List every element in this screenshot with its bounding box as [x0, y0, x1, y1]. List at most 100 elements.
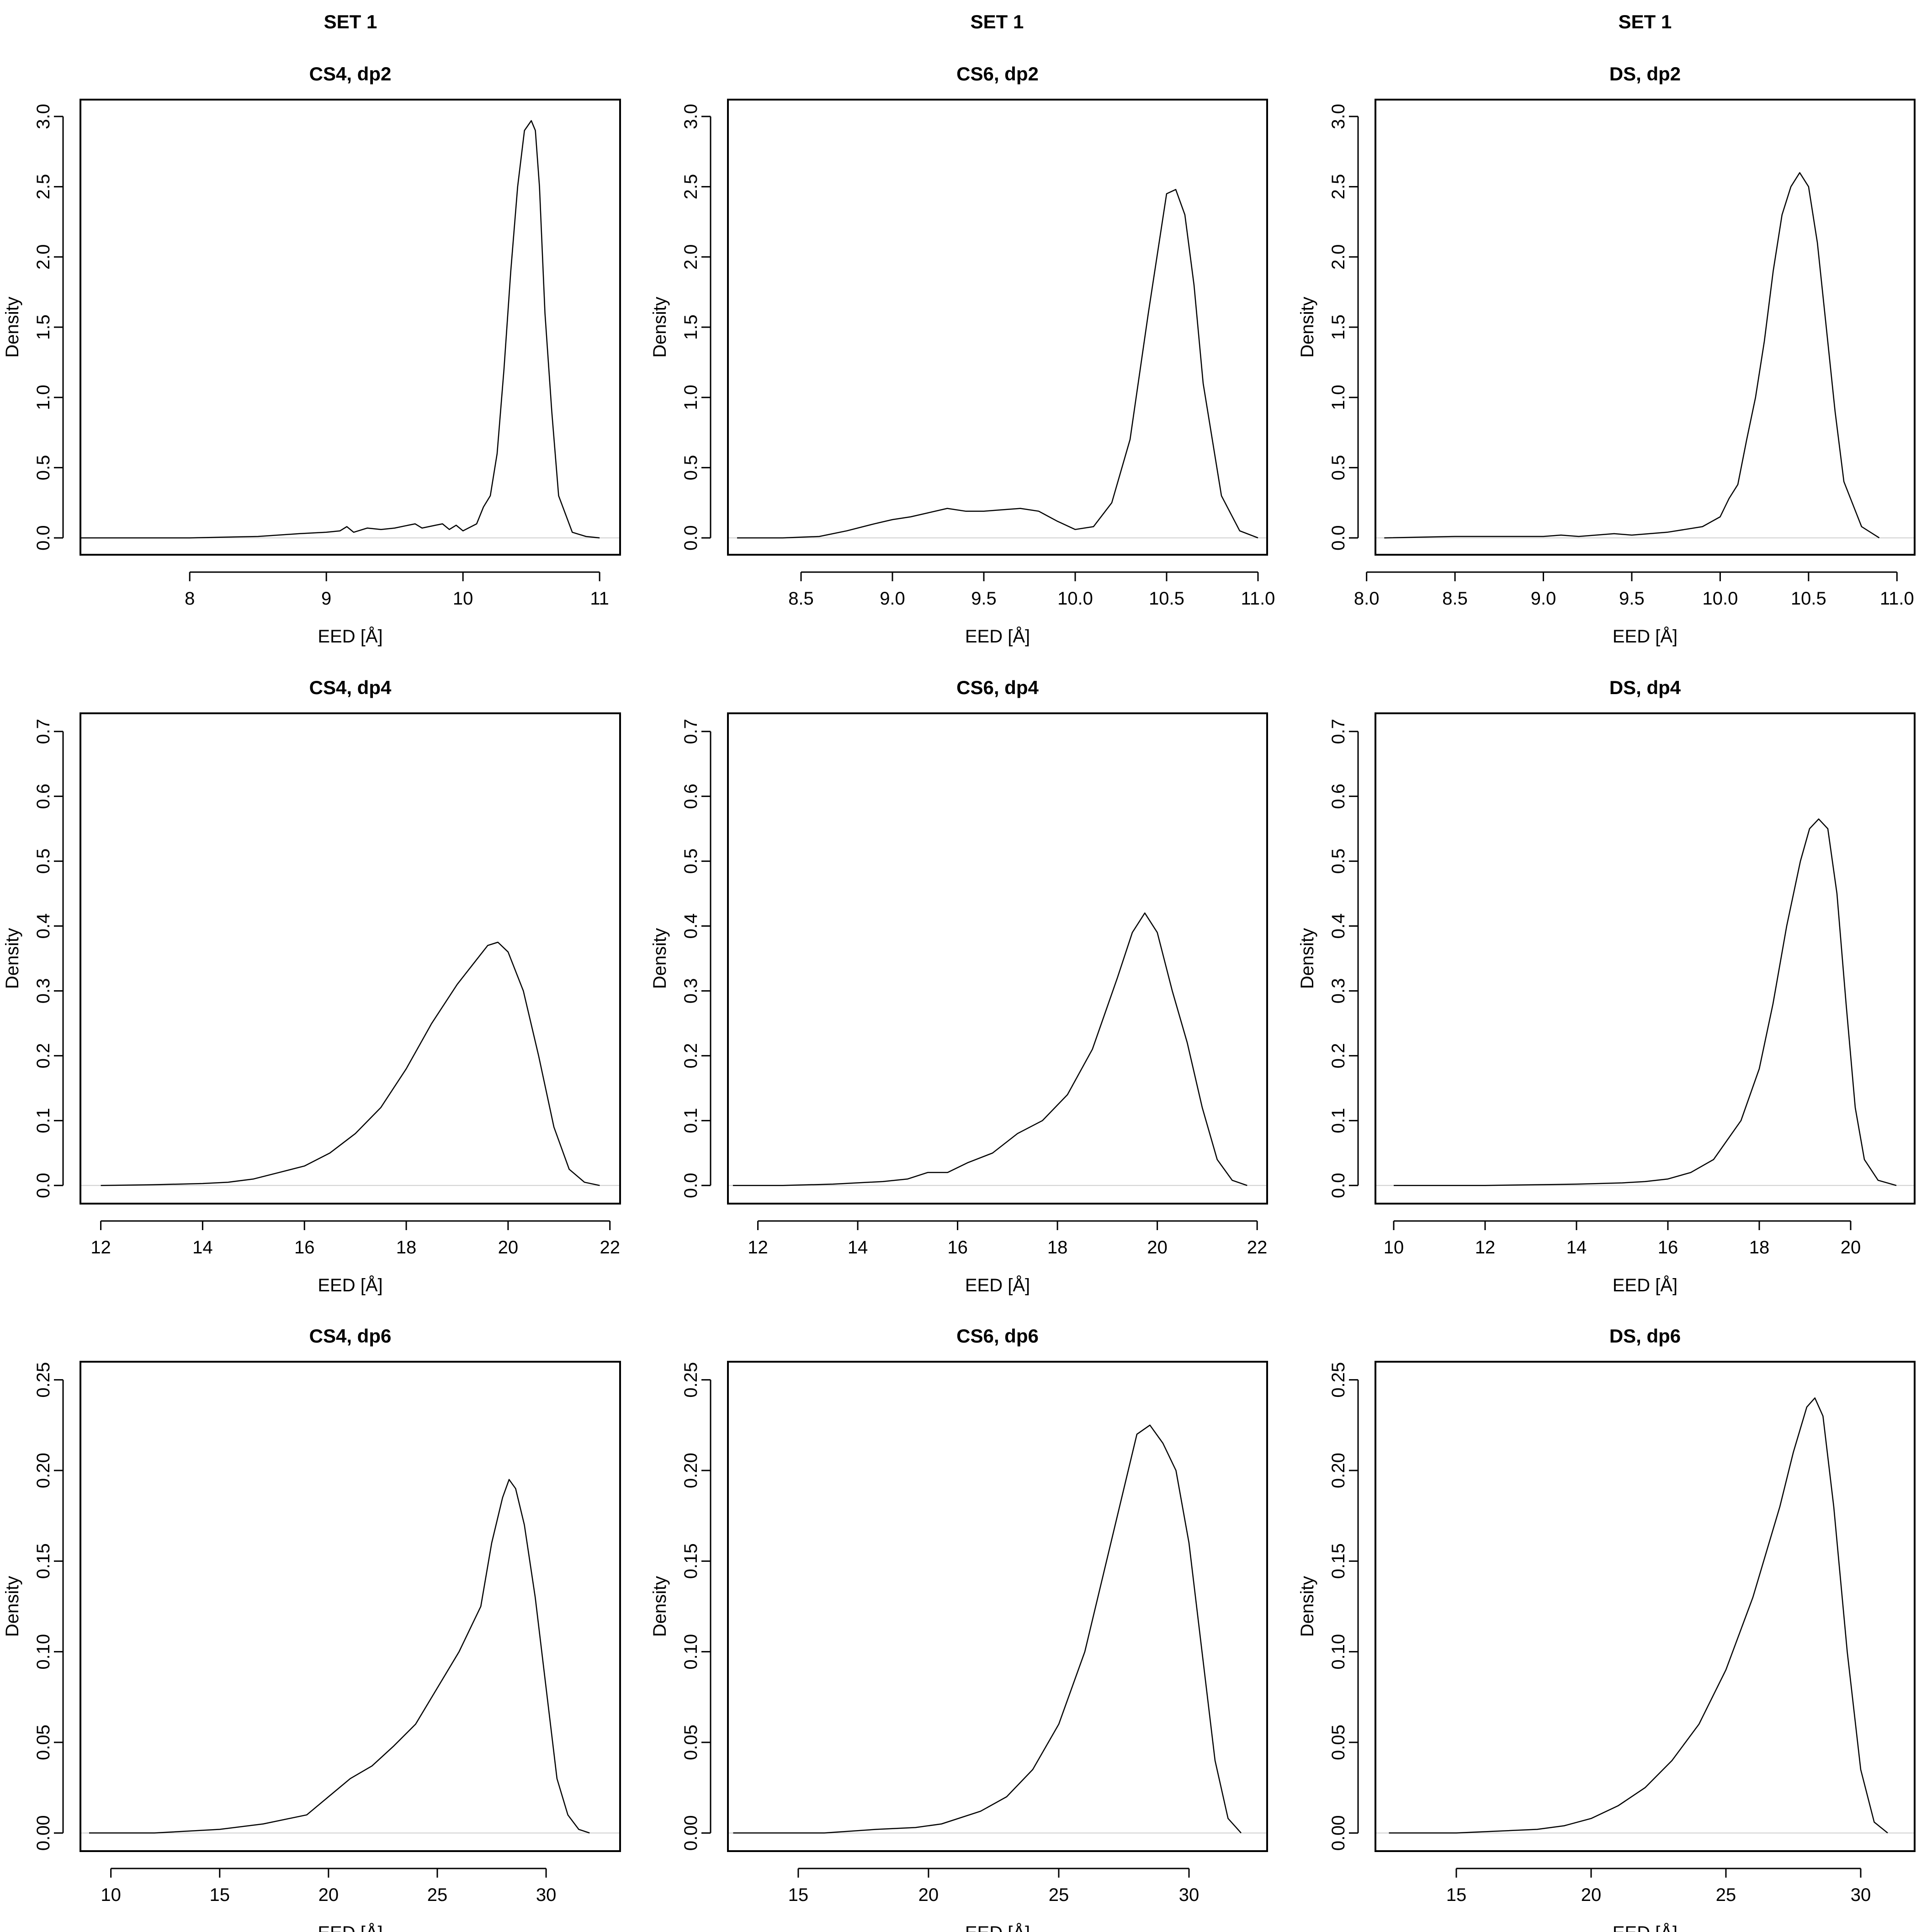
plot-frame [80, 99, 621, 556]
y-tick-label: 0.7 [681, 719, 701, 744]
x-tick-label: 8.0 [1354, 589, 1380, 609]
y-tick-label: 1.5 [33, 314, 53, 340]
column-title-1: SET 1 [324, 11, 377, 32]
y-tick-label: 0.20 [681, 1453, 701, 1488]
x-tick-label: 14 [192, 1237, 213, 1258]
x-tick-label: 25 [1716, 1885, 1736, 1905]
x-axis-label: EED [Å] [965, 1275, 1030, 1295]
panel-6: DS, dp4 10 12 14 16 18 20 EED [Å] 0.0 0.1 0.2 0.3 0.… [1297, 677, 1916, 1295]
panel-title: CS4, dp6 [309, 1325, 392, 1347]
y-tick-label: 0.4 [681, 913, 701, 939]
x-axis-label: EED [Å] [318, 626, 382, 647]
y-tick-label: 0.2 [1328, 1043, 1348, 1069]
y-tick-label: 0.5 [681, 849, 701, 874]
panel-title: DS, dp6 [1609, 1325, 1681, 1347]
y-tick-label: 1.5 [1328, 314, 1348, 340]
x-tick-label: 14 [848, 1237, 868, 1258]
density-curve [1394, 818, 1897, 1186]
plot-frame [80, 712, 621, 1205]
x-tick-label: 12 [748, 1237, 768, 1258]
x-tick-label: 15 [1446, 1885, 1467, 1905]
y-tick-label: 0.05 [1328, 1725, 1348, 1760]
density-curve [1389, 1397, 1888, 1834]
x-axis-label: EED [Å] [1613, 1275, 1677, 1295]
y-tick-label: 0.5 [1328, 849, 1348, 874]
x-axis-label: EED [Å] [1613, 1922, 1677, 1932]
y-tick-label: 0.1 [33, 1108, 53, 1134]
panel-2: CS6, dp2 8.5 9.0 9.5 10.0 10.5 11.0 EED [Å] 0.0 0… [650, 63, 1275, 647]
y-tick-label: 0.10 [681, 1634, 701, 1670]
y-tick-label: 0.0 [33, 525, 53, 551]
x-tick-label: 16 [294, 1237, 315, 1258]
y-tick-label: 0.00 [33, 1815, 53, 1851]
y-axis-label: Density [2, 297, 22, 357]
y-tick-label: 0.15 [1328, 1543, 1348, 1579]
x-tick-label: 11 [590, 589, 609, 609]
y-axis-label: Density [1297, 1576, 1317, 1637]
x-tick-label: 11.0 [1880, 589, 1914, 609]
x-axis-label: EED [Å] [318, 1275, 382, 1295]
y-tick-label: 0.25 [681, 1362, 701, 1398]
panel-title: CS6, dp4 [956, 677, 1039, 698]
y-tick-label: 0.0 [681, 525, 701, 551]
y-tick-label: 3.0 [681, 104, 701, 129]
x-tick-label: 20 [318, 1885, 339, 1905]
y-tick-label: 0.5 [1328, 455, 1348, 481]
x-tick-label: 10.0 [1702, 589, 1738, 609]
x-tick-label: 10.5 [1149, 589, 1184, 609]
y-tick-label: 0.2 [33, 1043, 53, 1069]
y-tick-label: 2.0 [1328, 244, 1348, 270]
x-tick-label: 20 [1581, 1885, 1602, 1905]
y-tick-label: 0.25 [33, 1362, 53, 1398]
y-tick-label: 0.20 [1328, 1453, 1348, 1488]
y-tick-label: 0.0 [1328, 525, 1348, 551]
y-tick-label: 2.5 [681, 174, 701, 200]
y-tick-label: 0.05 [33, 1725, 53, 1760]
x-tick-label: 9.5 [1619, 589, 1645, 609]
y-tick-label: 0.3 [33, 978, 53, 1004]
y-axis-label: Density [1297, 928, 1317, 989]
y-tick-label: 2.0 [681, 244, 701, 270]
panel-title: CS6, dp2 [956, 63, 1039, 85]
density-curve [89, 1479, 590, 1834]
density-curve [1384, 172, 1880, 539]
plot-frame [727, 1361, 1268, 1852]
y-tick-label: 0.2 [681, 1043, 701, 1069]
y-axis-label: Density [1297, 297, 1317, 357]
panel-title: DS, dp4 [1609, 677, 1681, 698]
x-tick-label: 20 [918, 1885, 939, 1905]
y-tick-label: 2.5 [1328, 174, 1348, 200]
x-tick-label: 14 [1566, 1237, 1587, 1258]
plot-frame [1375, 712, 1916, 1205]
x-tick-label: 16 [1658, 1237, 1678, 1258]
column-title-3: SET 1 [1619, 11, 1672, 32]
y-tick-label: 1.0 [33, 385, 53, 410]
y-tick-label: 1.5 [681, 314, 701, 340]
x-tick-label: 11.0 [1241, 589, 1275, 609]
x-axis-label: EED [Å] [1613, 626, 1677, 647]
x-tick-label: 9.5 [971, 589, 997, 609]
x-tick-label: 9.0 [880, 589, 905, 609]
x-tick-label: 22 [1247, 1237, 1268, 1258]
panel-7: CS4, dp6 10 15 20 25 30 EED [Å] 0.00 0.05 0.10 0.1… [2, 1325, 621, 1932]
panel-9: DS, dp6 15 20 25 30 EED [Å] 0.00 0.05 0.10 0.15 0.… [1297, 1325, 1916, 1932]
y-tick-label: 0.15 [681, 1543, 701, 1579]
panel-title: CS6, dp6 [956, 1325, 1039, 1347]
y-tick-label: 0.5 [33, 849, 53, 874]
x-tick-label: 9 [321, 589, 331, 609]
y-tick-label: 0.10 [1328, 1634, 1348, 1670]
y-tick-label: 0.0 [33, 1173, 53, 1198]
x-tick-label: 10.5 [1791, 589, 1826, 609]
x-tick-label: 12 [1475, 1237, 1496, 1258]
y-tick-label: 0.4 [33, 913, 53, 939]
y-axis-label: Density [2, 1576, 22, 1637]
panel-4: CS4, dp4 12 14 16 18 20 22 EED [Å] 0.0 0.1 0.2 0.3 0… [2, 677, 621, 1295]
y-axis-label: Density [650, 928, 670, 989]
y-tick-label: 2.0 [33, 244, 53, 270]
y-tick-label: 0.0 [681, 1173, 701, 1198]
y-tick-label: 0.6 [1328, 784, 1348, 809]
x-axis-label: EED [Å] [965, 626, 1030, 647]
x-tick-label: 8.5 [788, 589, 814, 609]
plot-frame [727, 99, 1268, 556]
y-tick-label: 0.7 [1328, 719, 1348, 744]
